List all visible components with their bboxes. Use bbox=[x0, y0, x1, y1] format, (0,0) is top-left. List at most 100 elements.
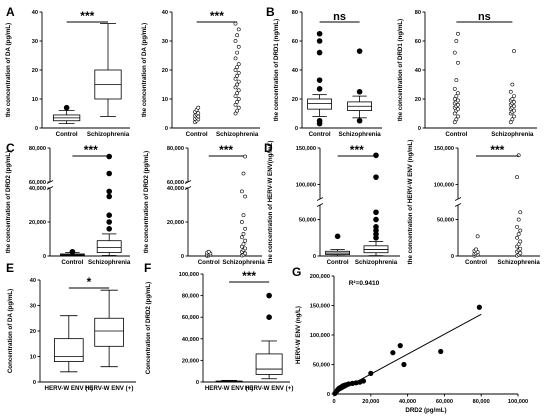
data-point bbox=[236, 44, 241, 49]
data-point bbox=[241, 242, 246, 247]
data-point bbox=[518, 210, 523, 215]
data-point bbox=[243, 226, 248, 231]
data-point bbox=[233, 39, 238, 43]
y-tick-label: 0 bbox=[418, 126, 421, 132]
chart-panel-a1: A 0 10 20 30 40 the concentration of DA (pg/mL… bbox=[5, 5, 130, 138]
y-tick-label: 80,000 bbox=[29, 146, 46, 152]
category-label-schizophrenia: Schizophrenia bbox=[338, 131, 381, 138]
y-tick-label: 20,000 bbox=[182, 358, 199, 364]
category-label-control: Control bbox=[186, 131, 208, 138]
box-schizophrenia bbox=[96, 153, 122, 256]
y-tick-label: 20,000 bbox=[29, 220, 46, 226]
data-point bbox=[235, 108, 240, 113]
box-schizophrenia bbox=[94, 23, 122, 117]
outlier-point bbox=[373, 224, 379, 230]
x-axis-label: DRD2 (pg/mL) bbox=[405, 407, 446, 414]
y-tick-label: 40 bbox=[292, 68, 298, 74]
data-point bbox=[510, 97, 515, 101]
y-tick-label: 40 bbox=[415, 68, 421, 74]
data-point bbox=[512, 104, 516, 109]
data-point bbox=[456, 102, 460, 107]
data-point bbox=[438, 348, 444, 355]
box-herv-w-env bbox=[255, 292, 283, 380]
y-axis-label: the concentration of DRD2 (pg/mL) bbox=[5, 151, 12, 253]
data-point bbox=[456, 31, 460, 36]
data-point bbox=[518, 251, 523, 255]
data-point bbox=[452, 86, 457, 91]
category-label-control: Control bbox=[61, 259, 83, 266]
y-tick-label: 100,000 bbox=[296, 182, 316, 188]
category-label-schizophrenia: Schizophrenia bbox=[88, 259, 131, 266]
y-tick-label: 100,000 bbox=[179, 272, 199, 278]
y-axis-label: the concentration of DA (pg/mL) bbox=[5, 23, 12, 117]
outlier-point bbox=[106, 193, 112, 200]
category-label-herv-w-env: HERV-W ENV (+) bbox=[85, 385, 134, 392]
y-tick-label: 60,000 bbox=[29, 180, 46, 186]
data-point bbox=[456, 60, 460, 65]
dot-group-schizophrenia bbox=[508, 49, 516, 125]
data-point bbox=[452, 111, 457, 116]
y-tick-label: 50,000 bbox=[313, 363, 330, 369]
data-point bbox=[454, 117, 459, 122]
data-point bbox=[239, 220, 244, 224]
panel-letter-d: D bbox=[264, 141, 273, 155]
y-tick-label: 60,000 bbox=[167, 180, 184, 186]
data-point bbox=[454, 94, 459, 99]
data-point bbox=[512, 108, 516, 113]
y-tick-label: 200,000 bbox=[310, 274, 330, 280]
outlier-point bbox=[316, 117, 323, 124]
data-point bbox=[474, 247, 478, 252]
data-point bbox=[512, 94, 516, 99]
data-point bbox=[241, 171, 246, 176]
y-tick-label: 20 bbox=[30, 329, 36, 335]
y-tick-label: 80 bbox=[292, 10, 298, 16]
data-point bbox=[390, 350, 396, 356]
y-axis-label: the concentration of DRD1 (ng/mL) bbox=[397, 19, 404, 121]
panel-letter-b: B bbox=[266, 5, 275, 19]
y-axis-label: the concentration of HERV-W ENV (ng/mL) bbox=[407, 140, 414, 265]
category-label-schizophrenia: Schizophrenia bbox=[87, 131, 130, 138]
data-point bbox=[516, 242, 521, 247]
outlier-point bbox=[373, 174, 379, 180]
y-tick-label: 80,000 bbox=[167, 146, 184, 152]
data-point bbox=[476, 304, 482, 310]
y-tick-label: 20 bbox=[292, 97, 298, 103]
outlier-point bbox=[266, 292, 272, 299]
data-point bbox=[510, 117, 515, 122]
significance-label: *** bbox=[219, 143, 233, 157]
significance-label: *** bbox=[210, 9, 224, 23]
data-point bbox=[233, 111, 238, 116]
y-axis-label: Concentration of DA (pg/mL) bbox=[7, 289, 14, 373]
data-point bbox=[239, 235, 244, 240]
outlier-point bbox=[373, 209, 379, 216]
data-point bbox=[235, 73, 240, 78]
chart-panel-d2: 0 50,000 100,000 150,000 the concentration o… bbox=[407, 140, 540, 266]
axis-break-mark bbox=[454, 203, 462, 207]
y-tick-label: 150,000 bbox=[310, 304, 330, 310]
chart-panel-f: F 0 20,000 40,000 60,000 80,000 100,000 Concent… bbox=[144, 261, 293, 392]
data-point bbox=[235, 33, 240, 38]
box-schizophrenia bbox=[347, 48, 373, 124]
data-point bbox=[239, 189, 244, 194]
y-axis-label: HERV-W ENV (ng/L) bbox=[295, 306, 302, 364]
significance-label: ns bbox=[478, 11, 491, 23]
y-tick-label: 100,000 bbox=[434, 182, 454, 188]
significance-label: *** bbox=[242, 269, 256, 283]
data-point bbox=[233, 94, 238, 99]
panel-letter-a: A bbox=[6, 5, 15, 19]
y-tick-label: 100,000 bbox=[310, 333, 330, 339]
box-iqr bbox=[255, 353, 283, 375]
data-point bbox=[236, 97, 241, 101]
outlier-point bbox=[106, 226, 112, 232]
outlier-point bbox=[106, 153, 112, 160]
data-point bbox=[397, 343, 403, 349]
outlier-point bbox=[316, 38, 323, 44]
y-tick-label: 50,000 bbox=[299, 218, 316, 224]
r-squared-annotation: R²=0.9410 bbox=[349, 280, 380, 287]
box-schizophrenia bbox=[363, 152, 389, 257]
dot-group-control bbox=[472, 234, 480, 258]
y-tick-label: 20,000 bbox=[167, 220, 184, 226]
